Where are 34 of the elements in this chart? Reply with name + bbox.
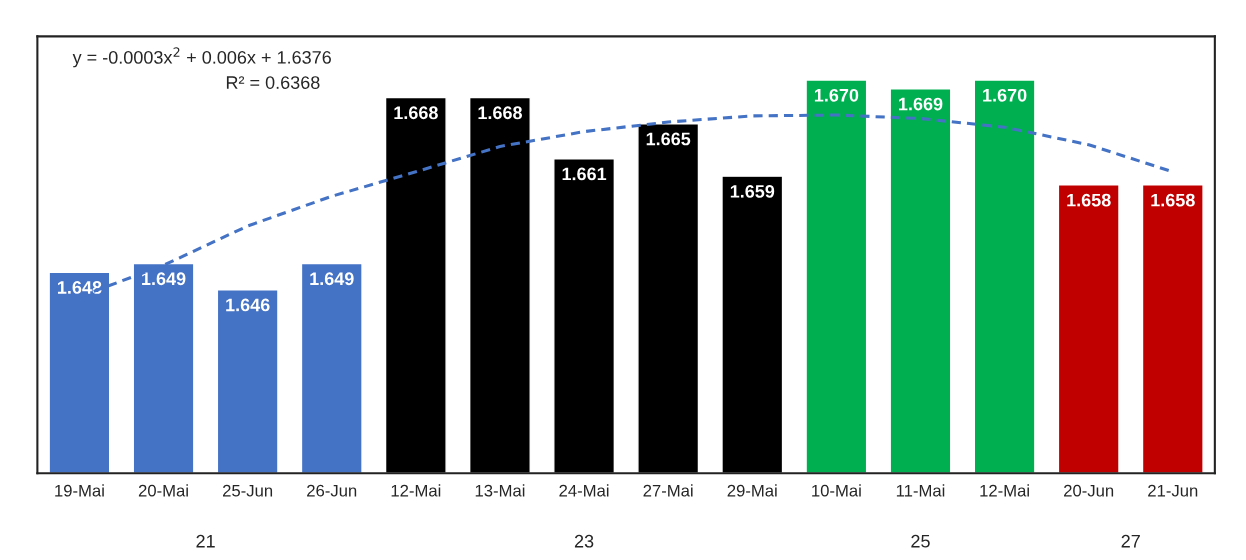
text: 27 [1121,534,1140,548]
x-tick-label: 13-Mai [475,484,525,497]
data-label: 1.658 [1151,193,1195,207]
x-tick-label: 10-Mai [812,484,861,497]
annotation: y = -0.0003x$^{2}$ + 0.006x + 1.6376 [72,47,331,68]
text: 21 [196,534,215,548]
x-tick-label: 11-Mai [896,484,945,497]
data-label: 1.670 [983,88,1027,102]
data-label: 1.669 [899,97,943,111]
x-tick-label: 29-Mai [727,484,777,497]
data-label: 1.648 [57,281,102,294]
data-label: 1.661 [562,167,607,181]
annotation: R² = 0.6368 [226,76,320,89]
x-tick-label: 21-Jun [1148,484,1198,497]
x-tick-label: 12-Mai [391,484,441,497]
data-label: 1.646 [226,298,270,312]
x-tick-label: 25-Jun [223,484,273,497]
data-label: 1.665 [646,132,691,146]
data-label: 1.659 [730,184,775,198]
data-label: 1.649 [310,272,354,286]
x-tick-label: 20-Mai [138,484,188,497]
data-label: 1.658 [1067,193,1111,207]
x-tick-label: 20-Jun [1064,484,1114,497]
x-tick-label: 26-Jun [307,484,357,497]
x-tick-label: 27-Mai [643,484,693,497]
data-label: 1.668 [394,106,438,120]
data-label: 1.668 [478,106,522,120]
data-label: 1.670 [814,88,859,102]
data-label: 1.649 [142,272,186,286]
x-tick-label: 24-Mai [559,484,609,497]
x-tick-label: 19-Mai [55,484,104,497]
text: 25 [911,534,930,548]
x-tick-label: 12-Mai [980,484,1029,497]
text: 23 [574,534,594,548]
